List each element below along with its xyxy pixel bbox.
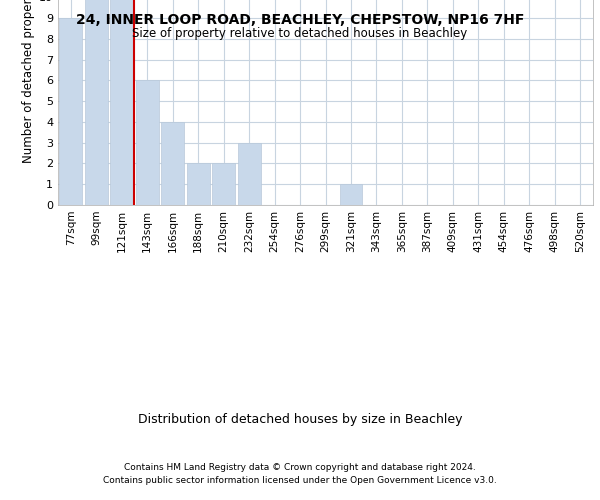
Bar: [85, 0, 107, 205]
Text: Distribution of detached houses by size in Beachley: Distribution of detached houses by size …: [138, 412, 462, 426]
Y-axis label: Number of detached properties: Number of detached properties: [22, 0, 35, 163]
Text: Contains HM Land Registry data © Crown copyright and database right 2024.: Contains HM Land Registry data © Crown c…: [124, 462, 476, 471]
Bar: [59, 18, 82, 205]
Bar: [136, 80, 158, 205]
Bar: [161, 122, 184, 205]
Bar: [110, 0, 133, 205]
Bar: [238, 142, 260, 205]
Bar: [340, 184, 362, 205]
Text: 24, INNER LOOP ROAD, BEACHLEY, CHEPSTOW, NP16 7HF: 24, INNER LOOP ROAD, BEACHLEY, CHEPSTOW,…: [76, 12, 524, 26]
Text: Size of property relative to detached houses in Beachley: Size of property relative to detached ho…: [133, 28, 467, 40]
Text: Contains public sector information licensed under the Open Government Licence v3: Contains public sector information licen…: [103, 476, 497, 485]
Bar: [212, 164, 235, 205]
Bar: [187, 164, 209, 205]
